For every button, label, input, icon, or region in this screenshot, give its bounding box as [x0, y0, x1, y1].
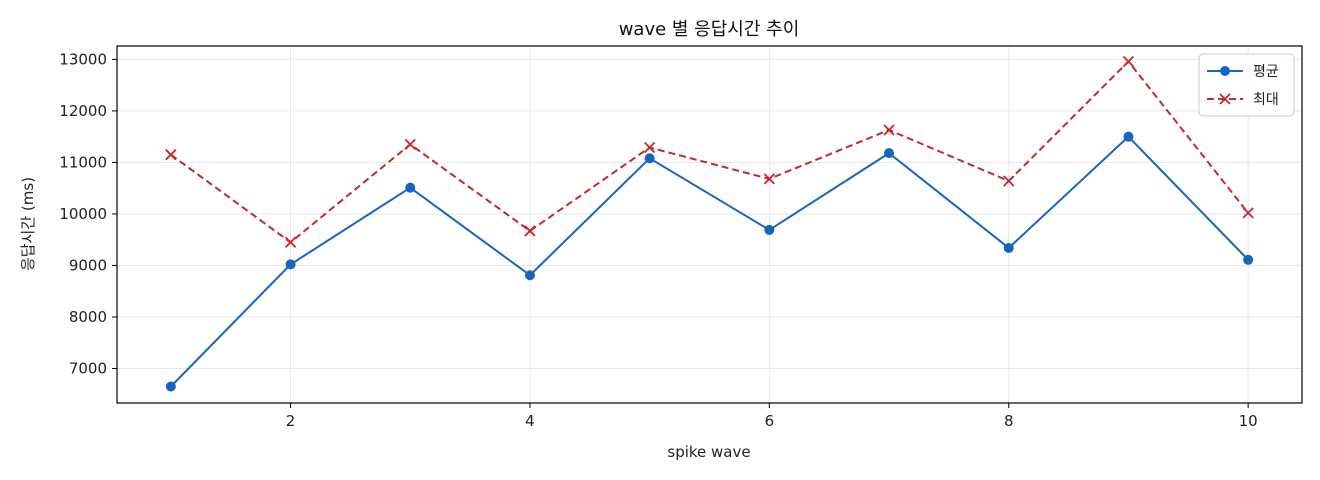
plot-frame — [116, 45, 1303, 404]
series-1-point — [884, 148, 895, 159]
x-tick-label: 8 — [1004, 412, 1014, 430]
series-layer — [165, 55, 1254, 392]
series-1-point — [285, 259, 296, 270]
y-tick-label: 13000 — [59, 50, 107, 68]
x-marker-stroke — [1242, 207, 1254, 219]
series-1-point — [1243, 254, 1254, 265]
x-marker-stroke — [524, 225, 536, 237]
legend-label: 최대 — [1253, 92, 1279, 108]
legend-marker — [1219, 93, 1231, 105]
series-2-point — [524, 225, 536, 237]
series-2-point — [284, 236, 297, 248]
x-marker-stroke — [763, 173, 775, 185]
x-axis-title: spike wave — [667, 443, 750, 461]
series-1-point — [1003, 242, 1014, 253]
x-marker-stroke — [1003, 175, 1015, 187]
series-1-point — [764, 224, 775, 235]
x-tick-label: 4 — [525, 412, 535, 430]
y-tick-label: 7000 — [69, 359, 107, 377]
series-2-point — [1003, 175, 1015, 187]
series-1-point — [165, 381, 176, 392]
legend-marker — [1220, 66, 1230, 76]
series-2-point — [1242, 207, 1254, 219]
x-marker-stroke — [644, 141, 656, 154]
y-tick-label: 11000 — [59, 153, 107, 171]
x-marker-stroke — [883, 124, 895, 136]
legend-box — [1198, 53, 1295, 117]
series-2-point — [404, 138, 416, 151]
series-2-point — [763, 173, 775, 185]
series-2-point — [165, 149, 177, 161]
y-axis-title: 응답시간 (ms) — [19, 177, 37, 271]
x-marker-stroke — [284, 236, 297, 248]
x-marker-stroke — [404, 138, 416, 151]
y-tick-label: 8000 — [69, 308, 107, 326]
x-marker-stroke — [1219, 93, 1231, 105]
series-line-2 — [170, 60, 1249, 244]
axis-ticks: 2 4 6 8 10 7000 8000 9000 10000 11000 12000 13000 — [59, 50, 1257, 430]
series-line-1 — [170, 135, 1249, 388]
x-marker-stroke — [165, 149, 177, 161]
series-1-point — [644, 153, 655, 164]
y-tick-label: 9000 — [69, 256, 107, 274]
series-1-point — [1123, 131, 1134, 142]
series-2-point — [1122, 55, 1135, 68]
series-1-point — [524, 270, 535, 281]
x-tick-label: 2 — [286, 412, 296, 430]
grid — [117, 46, 1302, 403]
x-marker-stroke — [1122, 55, 1135, 68]
chart-title: wave 별 응답시간 추이 — [619, 19, 800, 40]
legend-label: 평균 — [1253, 64, 1279, 80]
series-2-point — [644, 141, 656, 154]
series-2-point — [883, 124, 895, 136]
y-tick-label: 12000 — [59, 102, 107, 120]
x-tick-label: 10 — [1239, 412, 1258, 430]
series-1-point — [405, 182, 416, 193]
x-tick-label: 6 — [765, 412, 775, 430]
y-tick-label: 10000 — [59, 205, 107, 223]
